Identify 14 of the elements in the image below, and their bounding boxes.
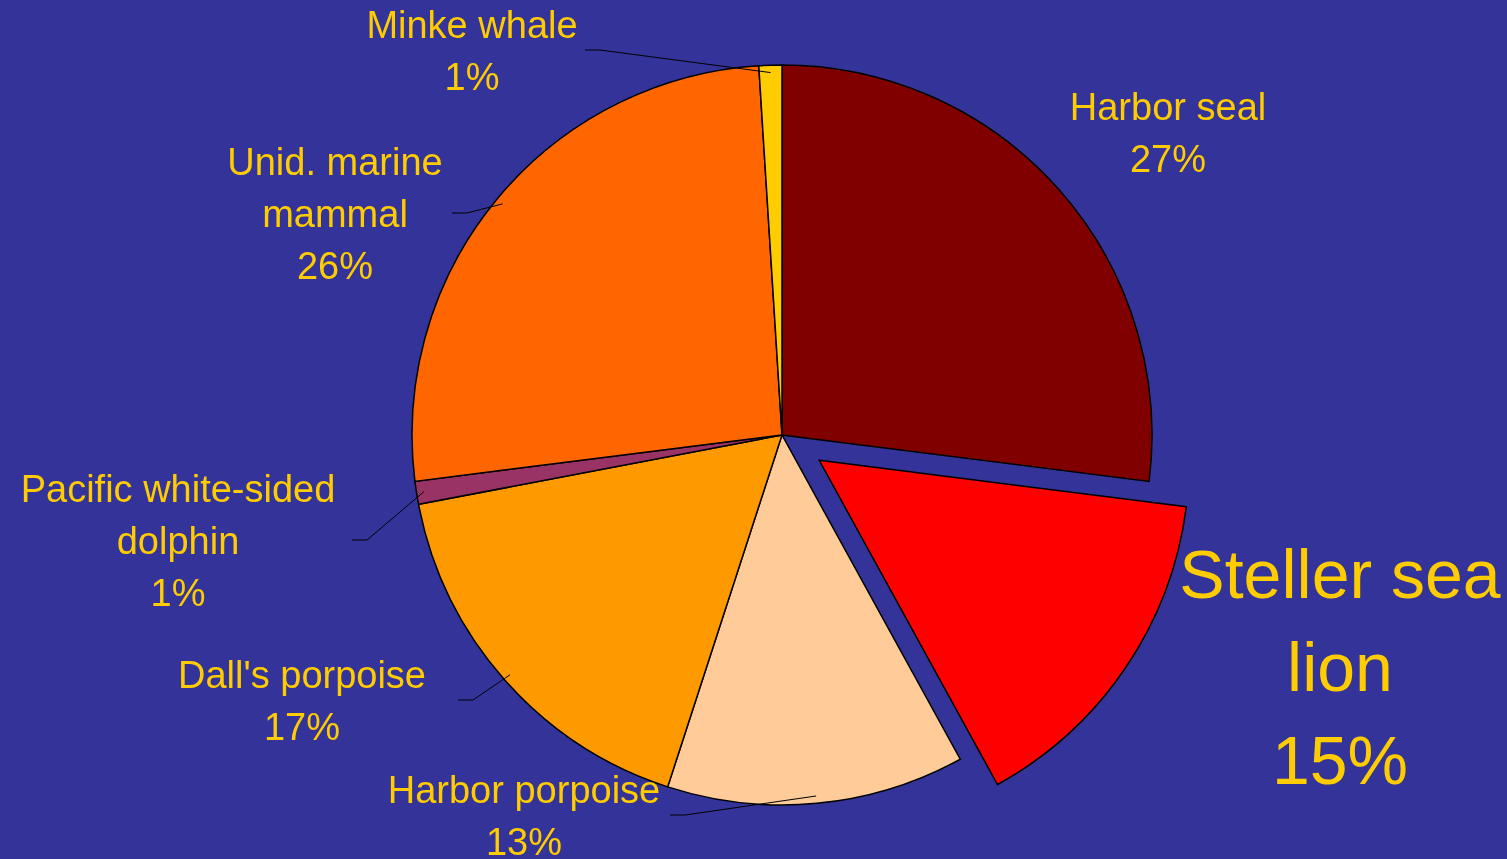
slice-label: Harbor seal [1069,86,1267,128]
data-label: 27% [1129,138,1207,181]
data-label: 17% [263,706,341,749]
slice-label: Pacific white-sided dolphin [20,468,336,563]
data-label: 1% [150,572,206,615]
data-label: 13% [485,821,563,859]
data-label: 15% [1271,722,1409,799]
slice-label: Minke whale [366,4,578,46]
slice-label: Steller sea lion [1179,536,1501,706]
data-label: 26% [296,245,374,288]
data-label: 1% [444,56,500,99]
slice-label: Unid. marine mammal [227,141,443,236]
slice-label: Dall's porpoise [177,654,427,696]
slice-label: Harbor porpoise [387,769,661,811]
